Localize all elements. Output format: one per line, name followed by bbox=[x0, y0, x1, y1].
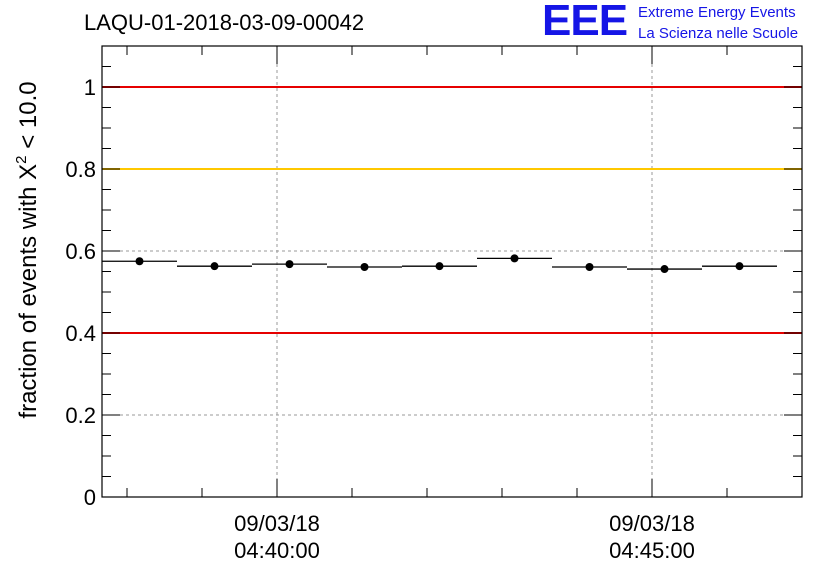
logo-line-1: Extreme Energy Events bbox=[638, 4, 796, 21]
reference-lines bbox=[102, 86, 802, 334]
y-tick-label: 0.8 bbox=[65, 157, 96, 182]
logo-letters: EEE bbox=[542, 0, 628, 45]
logo-line-2: La Scienza nelle Scuole bbox=[638, 25, 799, 42]
x-tick-label-time: 04:40:00 bbox=[234, 538, 320, 563]
data-point bbox=[435, 262, 444, 271]
tick-layer bbox=[102, 45, 803, 498]
data-point bbox=[285, 260, 294, 269]
data-layer bbox=[102, 254, 777, 274]
y-tick-label: 0 bbox=[84, 485, 96, 510]
plot-frame bbox=[101, 45, 803, 498]
chart-title: LAQU-01-2018-03-09-00042 bbox=[84, 10, 365, 35]
grid-layer bbox=[102, 46, 802, 497]
x-tick-label-date: 09/03/18 bbox=[234, 511, 320, 536]
data-point bbox=[660, 265, 669, 274]
data-point bbox=[735, 262, 744, 271]
data-point bbox=[510, 254, 519, 263]
y-tick-label: 0.6 bbox=[65, 239, 96, 264]
data-point bbox=[135, 257, 144, 266]
data-point bbox=[360, 262, 369, 271]
y-tick-label: 0.2 bbox=[65, 403, 96, 428]
x-tick-label-date: 09/03/18 bbox=[609, 511, 695, 536]
y-tick-label: 0.4 bbox=[65, 321, 96, 346]
label-layer: 00.20.40.60.8109/03/1804:40:0009/03/1804… bbox=[65, 75, 694, 563]
data-point bbox=[585, 262, 594, 271]
x-tick-label-time: 04:45:00 bbox=[609, 538, 695, 563]
y-tick-label: 1 bbox=[84, 75, 96, 100]
data-point bbox=[210, 262, 219, 271]
y-axis-label: fraction of events with X2 < 10.0 bbox=[13, 81, 42, 418]
